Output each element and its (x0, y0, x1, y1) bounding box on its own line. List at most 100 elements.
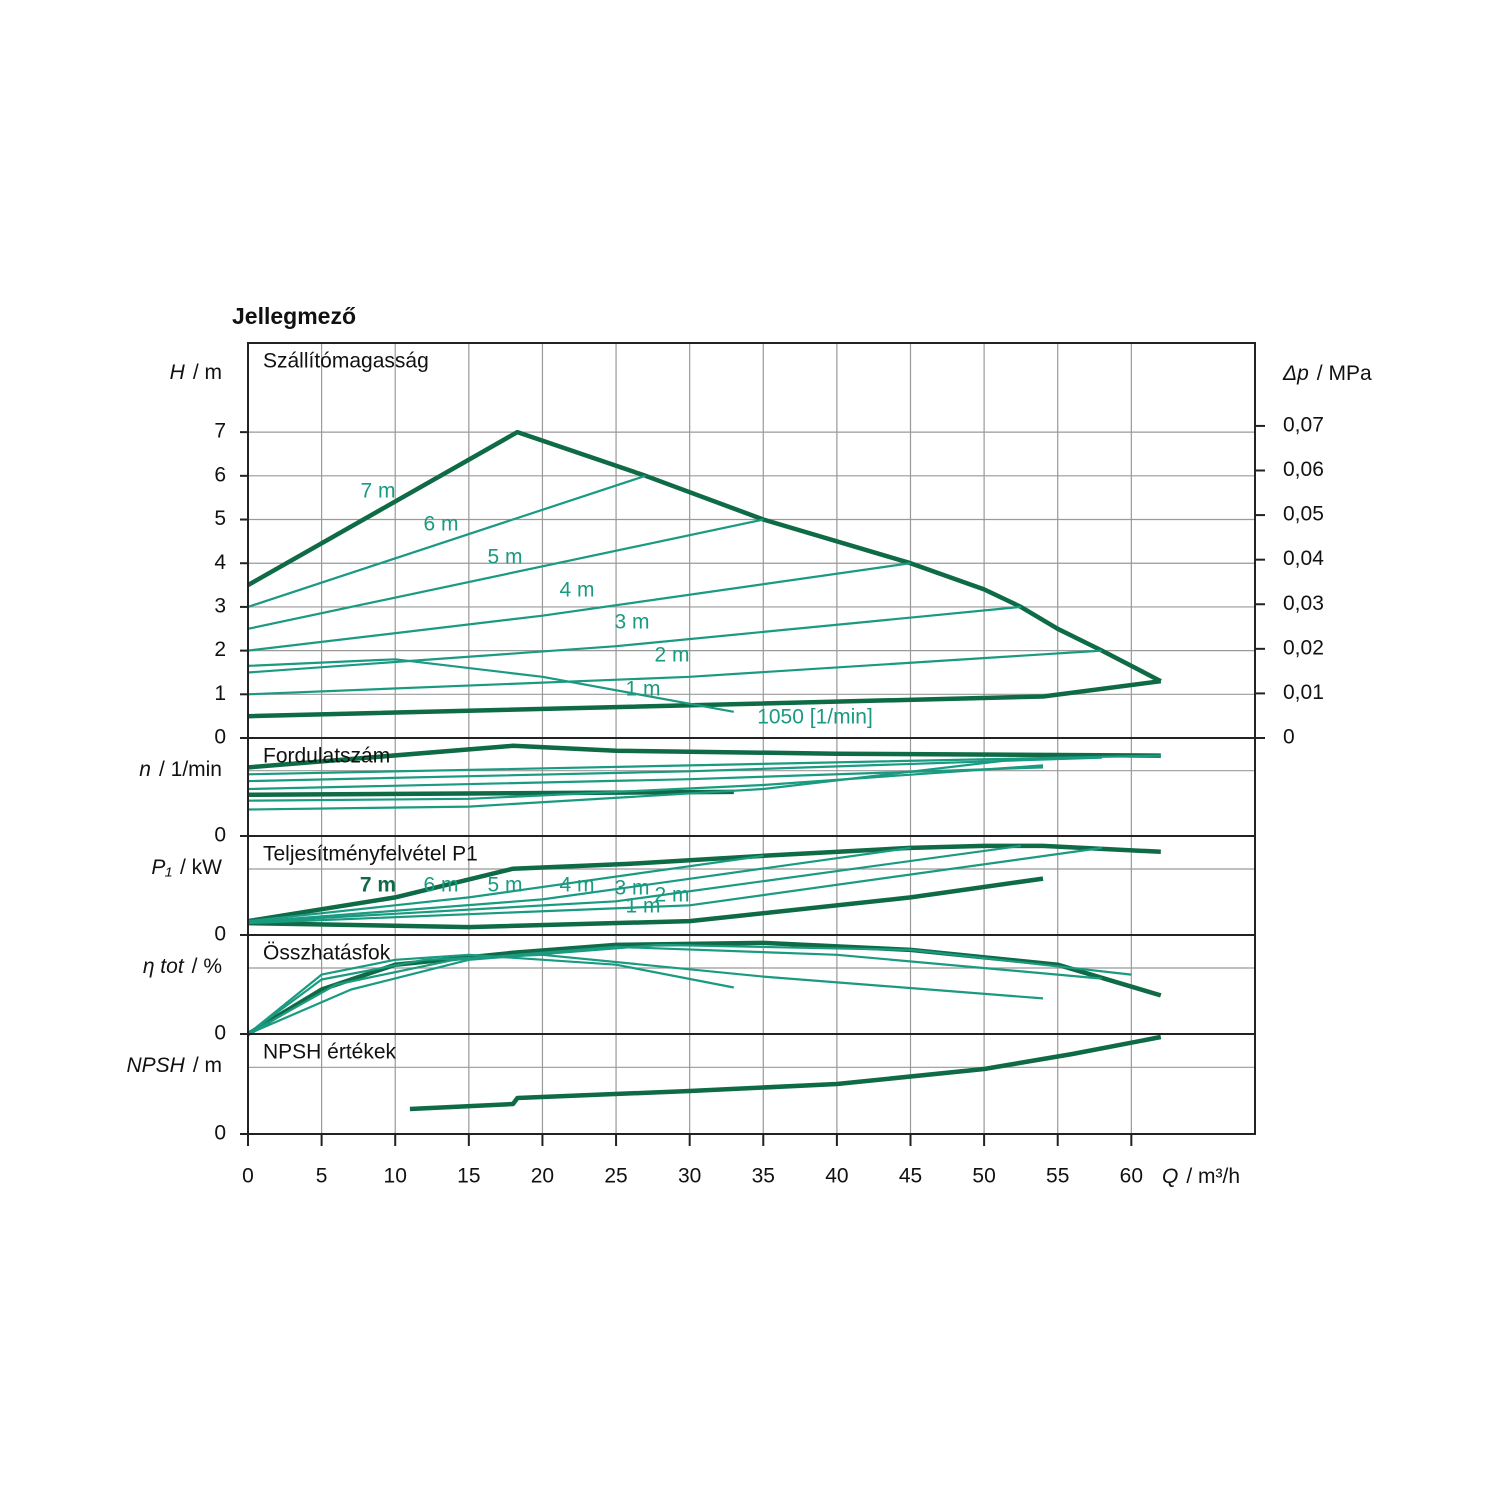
curve (247, 846, 911, 924)
curve-label: 3 m (614, 877, 649, 900)
x-tick-label: 30 (678, 1165, 701, 1188)
curve (246, 940, 1162, 1036)
y-tick-label: 2 (214, 638, 226, 661)
x-tick-label: 35 (752, 1165, 775, 1188)
curve-label: 6 m (423, 513, 458, 536)
curve (247, 764, 1044, 802)
curve (247, 474, 646, 608)
curve (247, 518, 764, 630)
curve (409, 1034, 1162, 1112)
curve (246, 429, 1162, 684)
y-axis-label-unit: / % (192, 955, 222, 978)
curve-label: 1050 [1/min] (757, 706, 873, 729)
curve (247, 953, 735, 1035)
x-tick-label: 40 (825, 1165, 848, 1188)
curve-label: 1 m (625, 895, 660, 918)
curve (247, 754, 1161, 776)
x-tick-label: 55 (1046, 1165, 1069, 1188)
x-tick-label: 50 (972, 1165, 995, 1188)
y2-tick-label: 0 (1283, 726, 1295, 749)
panel-title: Teljesítményfelvétel P1 (263, 843, 478, 866)
curve-label: 2 m (654, 884, 689, 907)
curve (247, 789, 734, 798)
curve-label: 2 m (654, 644, 689, 667)
y-axis-label: H / m (170, 361, 222, 384)
x-tick-label: 10 (384, 1165, 407, 1188)
y-axis-label-unit: / 1/min (159, 758, 222, 781)
y2-tick-label: 0,04 (1283, 547, 1324, 570)
y-axis-label-symbol: n (139, 758, 151, 781)
curve-label: 1 m (625, 678, 660, 701)
curve-label: 7 m (360, 480, 395, 503)
curve (247, 844, 1022, 924)
curve-label: 4 m (559, 874, 594, 897)
panel-title: NPSH értékek (263, 1041, 397, 1064)
y-tick-label: 5 (214, 507, 226, 530)
y2-tick-label: 0,02 (1283, 636, 1324, 659)
y-axis-label-unit: / kW (180, 856, 222, 879)
curve-label: 7 m (360, 874, 396, 897)
y2-axis-label: Δp / MPa (1282, 362, 1372, 385)
y-tick-label: 0 (214, 824, 226, 847)
curve (247, 743, 1161, 770)
curve (247, 562, 911, 652)
y-tick-label: 3 (214, 594, 226, 617)
y-tick-label: 0 (214, 726, 226, 749)
x-tick-label: 5 (316, 1165, 328, 1188)
x-tick-label: 25 (604, 1165, 627, 1188)
curve-label: 5 m (487, 546, 522, 569)
y2-tick-label: 0,03 (1283, 592, 1324, 615)
curve (247, 766, 1044, 791)
y-tick-label: 0 (214, 923, 226, 946)
y-axis-label-unit: / m (193, 1054, 222, 1077)
y-axis-label: P₁ / kW (151, 856, 222, 879)
x-tick-label: 0 (242, 1165, 254, 1188)
x-tick-label: 45 (899, 1165, 922, 1188)
panel-title: Szállítómagasság (263, 350, 429, 373)
panel-frame (247, 1033, 1256, 1135)
y-axis-label-unit: / m (193, 361, 222, 384)
curve (247, 756, 1102, 783)
chart-title: Jellegmező (232, 303, 356, 329)
curve (247, 854, 764, 923)
y-tick-label: 0 (214, 1122, 226, 1145)
x-tick-label: 15 (457, 1165, 480, 1188)
y-axis-label-symbol: NPSH (126, 1054, 185, 1077)
x-tick-label: 20 (531, 1165, 554, 1188)
curve-label: 5 m (487, 874, 522, 897)
y-axis-label-symbol: P₁ (151, 856, 172, 879)
y2-axis-label-unit: / MPa (1317, 362, 1372, 385)
curve (247, 605, 1022, 674)
y2-tick-label: 0,07 (1283, 413, 1324, 436)
y2-axis-label-symbol: Δp (1282, 362, 1309, 385)
curve (247, 945, 1102, 1035)
y-tick-label: 7 (214, 420, 226, 443)
y-axis-label: NPSH / m (126, 1054, 222, 1077)
curve (247, 649, 1102, 696)
y-axis-label: η tot / % (143, 955, 222, 978)
panel-title: Összhatásfok (263, 942, 391, 965)
y-axis-label-symbol: H (170, 361, 186, 384)
y2-tick-label: 0,05 (1283, 503, 1324, 526)
curve (247, 876, 1044, 930)
curve (247, 758, 1014, 811)
curve-label: 3 m (614, 611, 649, 634)
curve-label: 6 m (423, 874, 458, 897)
curve-label: 4 m (559, 579, 594, 602)
curve (247, 678, 1162, 719)
y2-tick-label: 0,01 (1283, 681, 1324, 704)
y-axis-label-symbol: η tot (143, 955, 185, 978)
y-axis-label: n / 1/min (139, 758, 222, 781)
y-tick-label: 1 (214, 682, 226, 705)
curve (247, 846, 1103, 925)
x-tick-label: 60 (1120, 1165, 1143, 1188)
y2-tick-label: 0,06 (1283, 458, 1324, 481)
x-axis-label: Q / m³/h (1162, 1165, 1240, 1188)
y-tick-label: 6 (214, 463, 226, 486)
panel-title: Fordulatszám (263, 745, 390, 768)
curve (247, 658, 734, 713)
y-tick-label: 4 (214, 551, 226, 574)
curve (247, 943, 1132, 1036)
